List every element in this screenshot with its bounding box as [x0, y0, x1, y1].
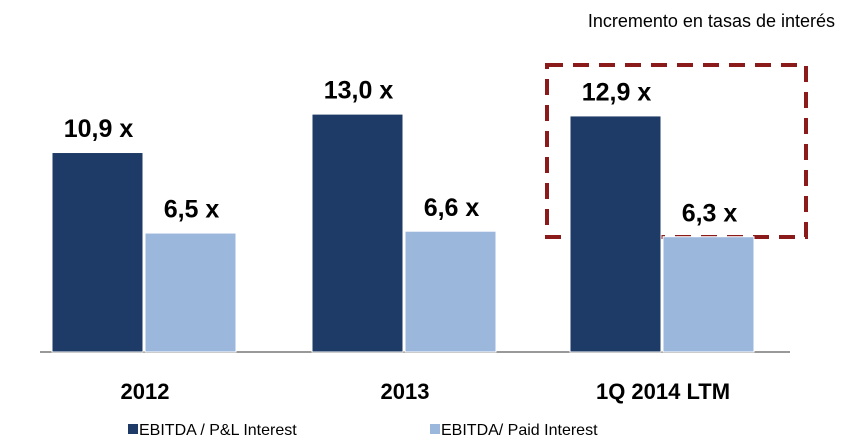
bar: [662, 236, 755, 353]
legend-label: EBITDA/ Paid Interest: [441, 422, 598, 439]
value-label: 10,9 x: [64, 115, 134, 143]
annotation: Incremento en tasas de interés: [588, 11, 835, 31]
legend-swatch: [128, 424, 138, 434]
value-label: 6,3 x: [682, 199, 738, 227]
bar: [569, 115, 662, 353]
bar: [51, 152, 144, 353]
legend-swatch: [430, 424, 440, 434]
x-tick-label: 1Q 2014 LTM: [596, 379, 730, 404]
x-tick-label: 2012: [121, 379, 170, 404]
legend-label: EBITDA / P&L Interest: [139, 422, 297, 439]
bar: [311, 113, 404, 353]
value-label: 6,6 x: [424, 194, 480, 222]
value-label: 6,5 x: [164, 196, 220, 224]
value-label: 13,0 x: [324, 77, 394, 105]
value-label: 12,9 x: [582, 79, 652, 107]
bar: [404, 230, 497, 353]
x-tick-label: 2013: [381, 379, 430, 404]
bar: [144, 232, 237, 353]
